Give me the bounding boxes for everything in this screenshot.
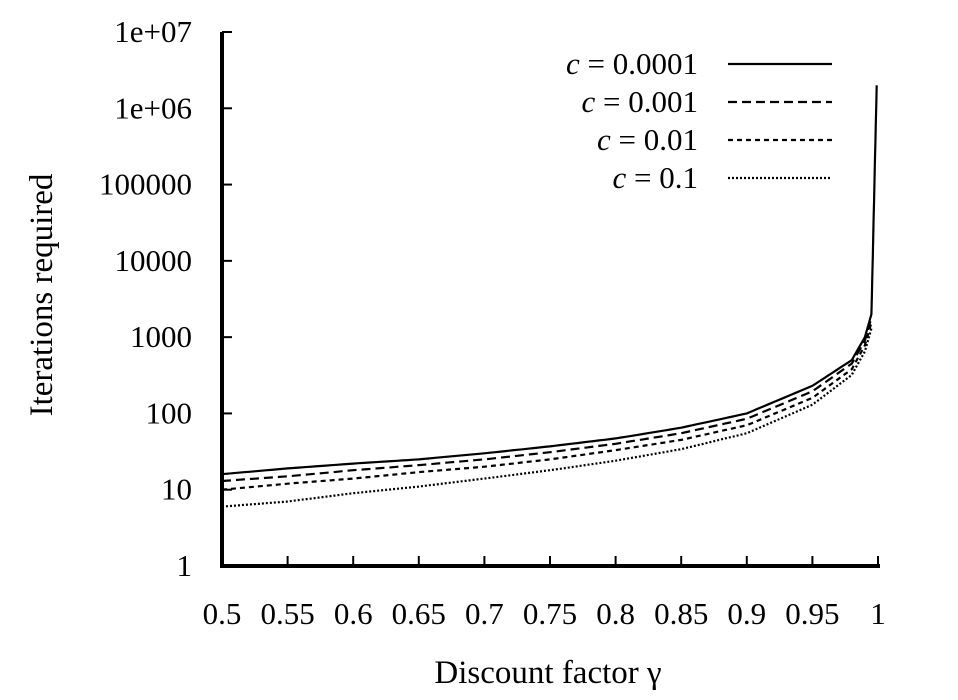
y-tick-label: 1e+06: [114, 90, 192, 125]
series-layer: [221, 85, 878, 508]
y-tick-label: 1000: [130, 319, 192, 354]
x-tick-label: 0.8: [596, 596, 635, 631]
x-tick-label: 0.75: [523, 596, 577, 631]
legend-value: = 0.001: [595, 84, 698, 119]
series-line-1: [221, 85, 878, 476]
x-tick-label: 0.95: [785, 596, 839, 631]
legend-label-4: c = 0.1: [613, 160, 699, 195]
x-axis-title: Discount factor γ: [434, 655, 661, 691]
series-line-2: [221, 317, 873, 483]
series-line-4: [221, 328, 873, 508]
legend-symbol: c: [613, 160, 627, 195]
legend-symbol: c: [566, 46, 580, 81]
series-line-3: [221, 322, 873, 491]
y-tick-label: 100000: [99, 167, 192, 202]
y-tick-label: 1e+07: [114, 14, 192, 49]
y-tick-label: 10: [161, 472, 192, 507]
x-tick-label: 0.6: [334, 596, 373, 631]
y-tick-label: 10000: [115, 243, 193, 278]
axes: [220, 32, 880, 568]
ticks-layer: 0.5 0.55 0.6 0.65 0.7 0.75 0.8 0.85 0.9 0.95 1 1 10 1…: [99, 14, 886, 631]
x-tick-label: 0.85: [654, 596, 708, 631]
x-tick-label: 0.5: [203, 596, 242, 631]
x-tick-label: 0.7: [465, 596, 504, 631]
y-tick-label: 1: [177, 548, 193, 583]
legend-value: = 0.0001: [580, 46, 698, 81]
legend-label-1: c = 0.0001: [566, 46, 698, 81]
legend-symbol: c: [597, 122, 611, 157]
legend-symbol: c: [582, 84, 596, 119]
legend-label-3: c = 0.01: [597, 122, 698, 157]
x-tick-label: 1: [870, 596, 886, 631]
legend-value: = 0.1: [626, 160, 698, 195]
y-tick-label: 100: [146, 395, 193, 430]
legend-value: = 0.01: [611, 122, 698, 157]
x-tick-label: 0.9: [727, 596, 766, 631]
legend-label-2: c = 0.001: [582, 84, 699, 119]
x-tick-label: 0.65: [392, 596, 446, 631]
y-axis-title: Iterations required: [24, 173, 60, 416]
x-tick-label: 0.55: [260, 596, 314, 631]
